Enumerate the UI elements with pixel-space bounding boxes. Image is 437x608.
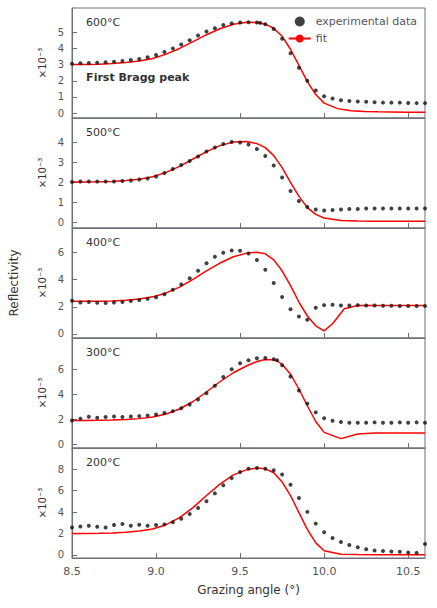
svg-text:2: 2 (58, 177, 64, 188)
svg-text:2: 2 (58, 301, 64, 312)
svg-text:3: 3 (58, 59, 64, 70)
svg-text:0: 0 (58, 217, 64, 228)
svg-text:5: 5 (58, 27, 64, 38)
svg-text:×10⁻³: ×10⁻³ (37, 488, 48, 518)
svg-text:×10⁻³: ×10⁻³ (37, 158, 48, 188)
svg-text:Grazing angle (°): Grazing angle (°) (197, 583, 300, 597)
svg-text:9.5: 9.5 (231, 565, 249, 578)
svg-text:3: 3 (58, 157, 64, 168)
svg-text:6: 6 (58, 364, 64, 375)
svg-text:1: 1 (58, 197, 64, 208)
svg-text:2: 2 (58, 75, 64, 86)
svg-text:4: 4 (58, 137, 64, 148)
svg-text:experimental data: experimental data (316, 15, 417, 28)
svg-text:×10⁻³: ×10⁻³ (37, 378, 48, 408)
svg-text:400°C: 400°C (86, 236, 120, 249)
svg-text:First Bragg peak: First Bragg peak (86, 71, 190, 84)
svg-text:10.5: 10.5 (396, 565, 421, 578)
svg-text:1: 1 (58, 91, 64, 102)
svg-text:×10⁻³: ×10⁻³ (37, 268, 48, 298)
svg-text:0: 0 (58, 108, 64, 119)
svg-text:fit: fit (316, 32, 328, 45)
svg-text:8: 8 (58, 464, 64, 475)
svg-text:2: 2 (58, 414, 64, 425)
svg-text:0: 0 (58, 549, 64, 560)
svg-text:200°C: 200°C (86, 456, 120, 469)
svg-text:×10⁻³: ×10⁻³ (37, 48, 48, 78)
svg-text:Reflectivity: Reflectivity (7, 249, 21, 316)
svg-text:0: 0 (58, 439, 64, 450)
svg-text:4: 4 (58, 274, 64, 285)
svg-text:8.5: 8.5 (63, 565, 81, 578)
svg-text:4: 4 (58, 43, 64, 54)
svg-text:300°C: 300°C (86, 346, 120, 359)
svg-text:4: 4 (58, 389, 64, 400)
svg-text:9.0: 9.0 (147, 565, 165, 578)
svg-text:2: 2 (58, 528, 64, 539)
svg-text:4: 4 (58, 507, 64, 518)
svg-text:6: 6 (58, 247, 64, 258)
svg-text:10.0: 10.0 (312, 565, 337, 578)
svg-text:600°C: 600°C (86, 16, 120, 29)
svg-text:0: 0 (58, 328, 64, 339)
svg-text:6: 6 (58, 485, 64, 496)
svg-text:500°C: 500°C (86, 126, 120, 139)
